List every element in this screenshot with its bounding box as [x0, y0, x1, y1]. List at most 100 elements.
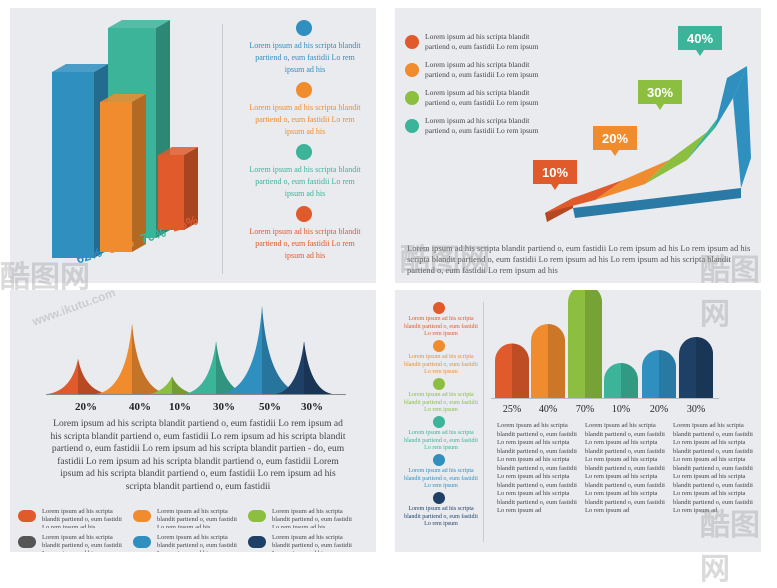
bar-front-1	[52, 72, 94, 258]
peak-baseline	[46, 394, 346, 395]
bar-side-2	[132, 94, 146, 252]
side-text-1: Lorem ipsum ad his scripta blandit parti…	[404, 316, 478, 337]
peak-label-5: 50%	[259, 401, 281, 413]
side-text-4: Lorem ipsum ad his scripta blandit parti…	[404, 430, 478, 451]
panel-3d-bar-chart: 62% 50% 70% 25% Lorem ipsum ad his scrip…	[10, 8, 376, 283]
peak-shade-4	[216, 341, 248, 394]
side-text-3: Lorem ipsum ad his scripta blandit parti…	[404, 392, 478, 413]
legend-swatch-4	[18, 536, 36, 548]
bar-chart-3d	[52, 20, 198, 258]
side-dot-1	[433, 302, 445, 314]
legend-text-4: Lorem ipsum ad his scripta blandit parti…	[42, 534, 122, 552]
bar-top-2	[100, 94, 146, 102]
item-dot-4	[296, 206, 312, 222]
watermark-logo: 酷图网	[400, 244, 490, 277]
legend-dot-1	[405, 35, 419, 49]
item-dot-2	[296, 82, 312, 98]
legend-text-1: Lorem ipsum ad his scripta blandit parti…	[425, 32, 539, 51]
peak-label-2: 40%	[129, 401, 151, 413]
growth-tag-4	[678, 26, 722, 50]
side-text-6: Lorem ipsum ad his scripta blandit parti…	[404, 506, 478, 527]
legend-text-3: Lorem ipsum ad his scripta blandit parti…	[425, 88, 539, 107]
peak-area-chart: 20% 40% 10% 30% 50% 30%	[46, 306, 346, 413]
divider-line	[483, 302, 484, 542]
growth-tag-pointer-2	[611, 150, 619, 156]
growth-footer-text: Lorem ipsum ad his scripta blandit parti…	[407, 243, 751, 275]
item-text-4: Lorem ipsum ad his scripta blandit parti…	[249, 227, 361, 260]
legend-swatch-6	[248, 536, 266, 548]
legend-swatch-2	[133, 510, 151, 522]
growth-tag-pointer-3	[656, 104, 664, 110]
capsule-label-6: 30%	[687, 404, 705, 415]
item-text-1: Lorem ipsum ad his scripta blandit parti…	[249, 41, 361, 74]
capsule-label-2: 40%	[539, 404, 557, 415]
side-text-5: Lorem ipsum ad his scripta blandit parti…	[404, 468, 478, 489]
peak-shade-6	[304, 341, 332, 394]
growth-tag-pointer-4	[696, 50, 704, 56]
side-dot-4	[433, 416, 445, 428]
growth-tag-label-3: 30%	[647, 85, 673, 100]
peak-shade-2	[132, 323, 168, 394]
legend-text-5: Lorem ipsum ad his scripta blandit parti…	[157, 534, 237, 552]
side-text-2: Lorem ipsum ad his scripta blandit parti…	[404, 354, 478, 375]
peak-label-6: 30%	[301, 401, 323, 413]
legend-text-4: Lorem ipsum ad his scripta blandit parti…	[425, 116, 539, 135]
item-dot-1	[296, 20, 312, 36]
peak-shade-3	[172, 376, 194, 394]
ribbon-side	[733, 66, 751, 188]
side-dot-6	[433, 492, 445, 504]
watermark-logo: 酷图网	[700, 509, 760, 586]
peak-label-1: 20%	[75, 401, 97, 413]
capsule-label-1: 25%	[503, 404, 521, 415]
peak-label-4: 30%	[213, 401, 235, 413]
legend-swatch-1	[18, 510, 36, 522]
capsule-shade-2	[548, 324, 565, 398]
side-dot-2	[433, 340, 445, 352]
legend-text-3: Lorem ipsum ad his scripta blandit parti…	[272, 508, 352, 528]
growth-tag-label-2: 20%	[602, 131, 628, 146]
item-dot-3	[296, 144, 312, 160]
growth-tag-3	[638, 80, 682, 104]
legend-dot-3	[405, 91, 419, 105]
peak-shade-1	[78, 358, 108, 394]
capsule-shade-4	[621, 363, 638, 398]
legend-text-1: Lorem ipsum ad his scripta blandit parti…	[42, 508, 122, 528]
ribbon-segment-3	[645, 132, 707, 184]
ribbon-edge	[573, 188, 741, 218]
legend-text-2: Lorem ipsum ad his scripta blandit parti…	[157, 508, 237, 528]
watermark-logo: 酷图网	[700, 254, 760, 331]
bar-top-1	[52, 64, 108, 72]
ribbon-segment-2	[595, 160, 669, 200]
side-dot-3	[433, 378, 445, 390]
legend-text-2: Lorem ipsum ad his scripta blandit parti…	[425, 60, 539, 79]
growth-tag-2	[593, 126, 637, 150]
capsule-shade-5	[659, 350, 676, 398]
watermark-logo: 酷图网	[0, 261, 90, 294]
legend-text-6: Lorem ipsum ad his scripta blandit parti…	[272, 534, 352, 552]
ribbon-segment-1	[545, 180, 623, 213]
panel-peak-chart: 20% 40% 10% 30% 50% 30% Lorem ipsum ad his sc…	[10, 290, 376, 552]
text-column-2: Lorem ipsum ad his scripta blandit parti…	[585, 422, 665, 514]
legend-dot-4	[405, 119, 419, 133]
growth-tag-pointer-1	[551, 184, 559, 190]
growth-tag-1	[533, 160, 577, 184]
growth-tag-label-1: 10%	[542, 165, 568, 180]
legend-swatch-3	[248, 510, 266, 522]
peak-paragraph: Lorem ipsum ad his scripta blandit parti…	[50, 419, 346, 492]
panel-capsule-chart: Lorem ipsum ad his scripta blandit parti…	[395, 290, 761, 552]
bar-top-4	[158, 147, 198, 155]
bar-side-4	[184, 147, 198, 230]
peak-label-3: 10%	[169, 401, 191, 413]
bar-top-3	[108, 20, 170, 28]
peak-shade-5	[262, 306, 304, 394]
growth-ribbon-chart: 10% 20% 30% 40%	[533, 26, 751, 222]
capsule-label-3: 70%	[576, 404, 594, 415]
item-text-3: Lorem ipsum ad his scripta blandit parti…	[249, 165, 361, 198]
capsule-shade-6	[696, 337, 713, 398]
bar-front-2	[100, 102, 132, 252]
capsule-shade-3	[585, 290, 602, 398]
capsule-label-4: 10%	[612, 404, 630, 415]
text-column-3: Lorem ipsum ad his scripta blandit parti…	[673, 422, 753, 514]
item-text-2: Lorem ipsum ad his scripta blandit parti…	[249, 103, 361, 136]
capsule-bar-chart: 25% 40% 70% 10% 20% 30%	[491, 290, 719, 415]
